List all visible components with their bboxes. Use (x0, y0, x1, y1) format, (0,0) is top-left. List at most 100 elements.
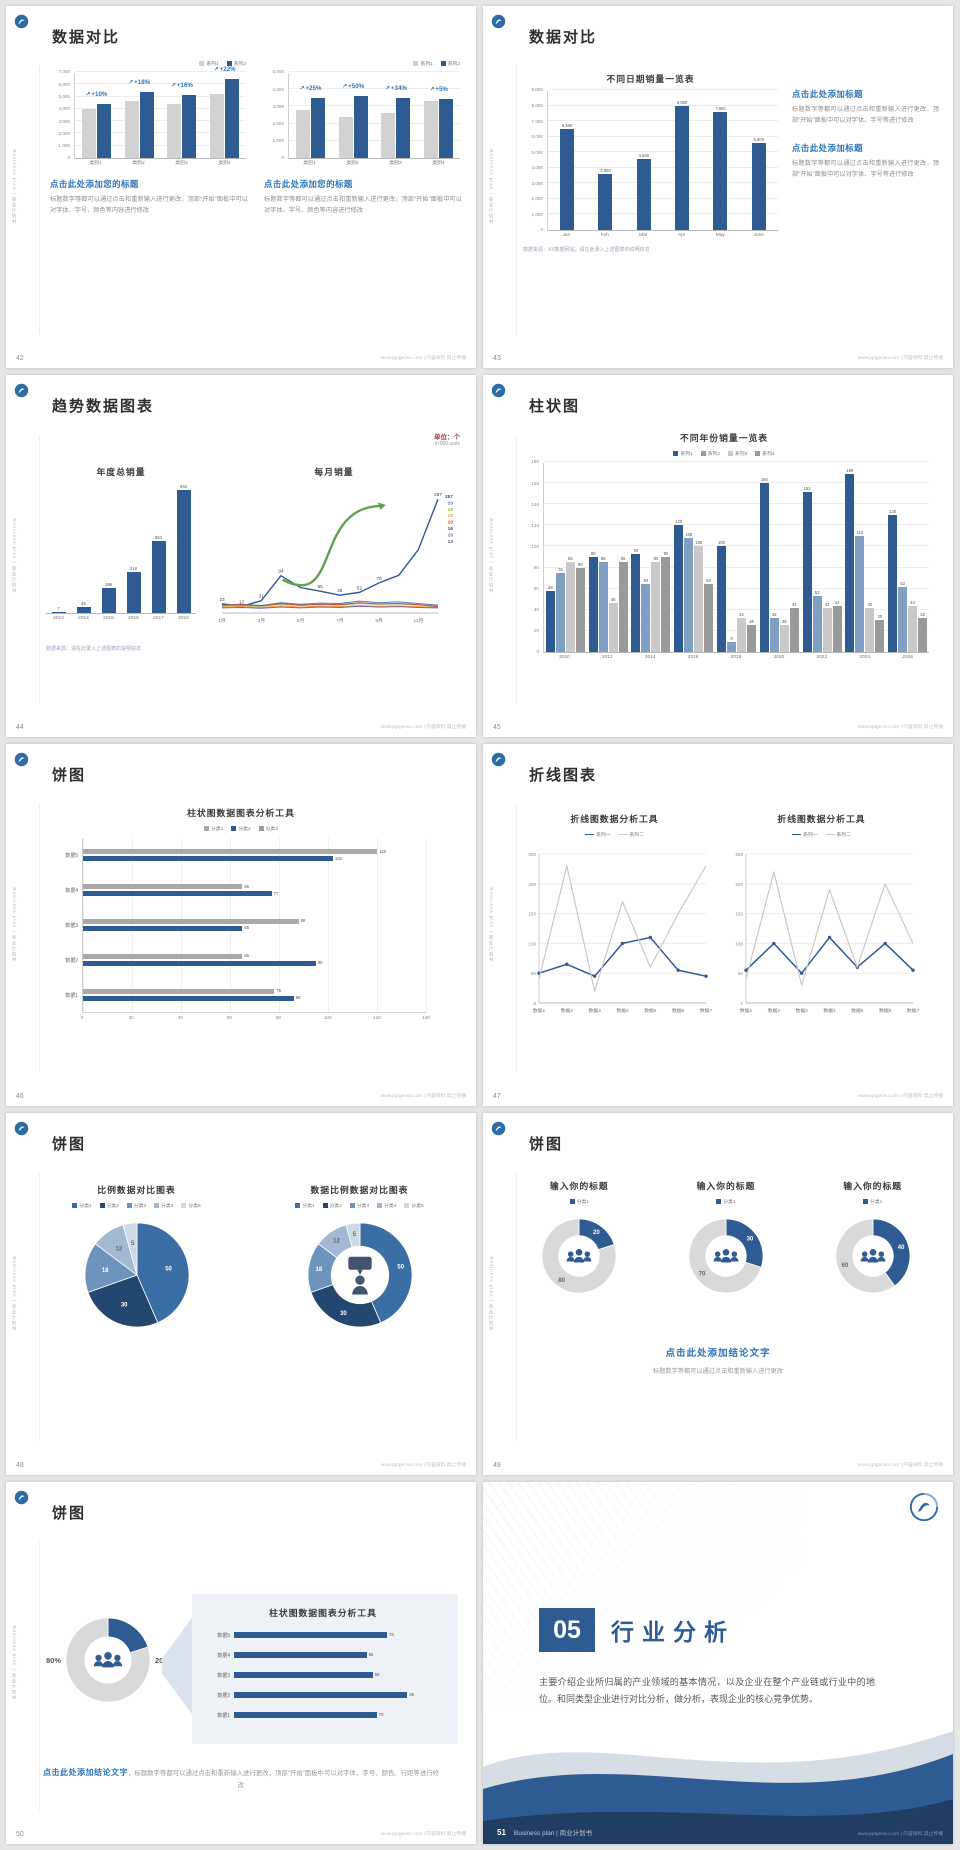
bar: 318 (126, 566, 141, 613)
bar-rect (81, 109, 96, 158)
gridline (132, 838, 133, 1012)
slice-value-label: 60 (841, 1263, 848, 1269)
slide-45-column-chart[interactable]: Business plan | 商业计划书 柱状图 不同年份销量一览表 系列1 系列… (483, 375, 953, 737)
data-point (883, 941, 887, 946)
logo-icon (491, 14, 506, 29)
legend-swatch (126, 1203, 132, 1208)
y-tick-label: 0 (740, 1001, 743, 1006)
unit-label-cn: 单位：个 (434, 434, 460, 441)
slide-48-pie-charts[interactable]: Business plan | 商业计划书 饼图 比例数据对比图表 分类1 分类2 分… (6, 1113, 476, 1475)
x-tick-label: 数据4 (616, 1007, 629, 1014)
slide-49-donut-charts[interactable]: Business plan | 商业计划书 饼图 输入你的标题 分类1 20 80 输… (483, 1113, 953, 1475)
bar-rect (727, 642, 737, 652)
bar: 42 (865, 602, 875, 652)
gridline (548, 89, 778, 90)
gridline (544, 503, 929, 505)
bar-value-label: 554 (155, 534, 162, 540)
bar-groups: ↗+25% ↗+50% ↗+34% ↗+5% (289, 73, 460, 158)
x-tick-labels: 2013 2014 2015 2016 2017 2018 (46, 614, 196, 621)
x-tick-label: 数据6 (879, 1007, 892, 1014)
page-number: 47 (493, 1093, 501, 1100)
bar-rect (631, 554, 641, 652)
icon-shape (731, 1251, 738, 1257)
bar: 77 (83, 891, 426, 897)
y-tick-label: 6,000 (531, 134, 544, 140)
legend-label: 分类1 (79, 1204, 92, 1209)
bar: 32 (918, 612, 928, 652)
slide-51-section-cover[interactable]: 05 行业分析 主要介绍企业所归属的产业领域的基本情况，以及企业在整个产业链或行… (483, 1482, 953, 1844)
legend-item: 分类3 (349, 1202, 369, 1209)
page-number: 46 (16, 1093, 24, 1100)
bar-group: 318 (121, 484, 146, 613)
bar-value-label: 62 (900, 580, 905, 586)
bar-rect (684, 538, 694, 652)
y-tick-label: 0 (67, 155, 70, 161)
bar: 86 (83, 995, 426, 1001)
bar-value-label: 8,000 (676, 99, 688, 105)
divider (39, 804, 40, 1072)
bar-group: ↗+10% (75, 73, 118, 158)
bar-rect (234, 1672, 373, 1678)
slide-47-line-charts[interactable]: Business plan | 商业计划书 折线图表 折线图数据分析工具 系列一系… (483, 744, 953, 1106)
block-body: 标题数字等都可以通过点击和重新输入进行更改，顶部“开始”面板中可以对字体、字号等… (792, 106, 939, 124)
legend-item: 系列2 (700, 450, 720, 457)
slide-title: 饼图 (52, 1505, 87, 1522)
slice-value-label: 18 (315, 1267, 322, 1273)
icon-shape (114, 1654, 121, 1662)
gridline (279, 838, 280, 1012)
text-block: 点击此处添加标题 标题数字等都可以通过点击和重新输入进行更改，顶部“开始”面板中… (792, 142, 939, 180)
bar-value-label: 120 (379, 848, 387, 854)
slide-50-pie-summary[interactable]: Business plan | 商业计划书 饼图 80%20% 柱状图数据图表分… (6, 1482, 476, 1844)
legend-item: 分类3 (126, 1202, 146, 1209)
category-label: 数据2 (217, 1692, 230, 1699)
icon-shape (575, 1248, 583, 1256)
legend-label: 分类1 (302, 1204, 315, 1209)
bar-rect (855, 536, 865, 652)
slide-44-trend-charts[interactable]: Business plan | 商业计划书 趋势数据图表 单位：个 in'000… (6, 375, 476, 737)
legend-label: 系列3 (735, 452, 748, 457)
column-2: 系列1 系列2 5,000 4,000 3,000 2,000 1,000 0 ↗+25% ↗+5… (264, 60, 462, 216)
y-axis: 180 160 140 120 100 80 60 40 20 0 (519, 460, 543, 654)
slice-value-label: 70 (699, 1271, 706, 1277)
chart-title: 年度总销量 (96, 467, 146, 477)
legend-swatch (825, 833, 835, 836)
x-tick-label: 2016 (687, 655, 699, 660)
up-right-arrow-icon: ↗ (128, 79, 134, 86)
bar-plot: 7 45 196 318 554 943 (46, 484, 196, 614)
slice-value-label: 18 (101, 1268, 108, 1274)
people-icon (566, 1248, 592, 1263)
x-tick-label: 2022 (816, 655, 828, 660)
bar-value-label: 130 (889, 508, 897, 514)
legend-swatch (322, 1203, 328, 1208)
bar-value-label: 93 (633, 547, 639, 553)
bar-rect (83, 891, 272, 897)
legend-swatch (404, 1203, 410, 1208)
bar-groups: ↗+10% ↗+18% ↗+16% ↗+22% (75, 66, 246, 158)
bar (353, 96, 368, 158)
gridline (289, 105, 460, 107)
icon-shape (566, 1256, 576, 1262)
gridline (75, 71, 246, 72)
growth-annotation: ↗+22% (214, 66, 236, 73)
x-tick-label: 数据2 (768, 1007, 781, 1014)
chart-row: 折线图数据分析工具 系列一 系列二 0 50 100 150 200 250 数据1 数据2 数据3 数… (517, 812, 943, 1014)
y-tick-label: 20 (533, 628, 539, 634)
donut-hole (84, 1636, 132, 1684)
x-tick-label: 数据5 (851, 1007, 864, 1014)
bar-rows: 120 102 65 77 88 65 65 95 78 86 (83, 838, 426, 1012)
bar-row: 65 77 (83, 873, 426, 908)
slide-46-hbar-chart[interactable]: Business plan | 商业计划书 饼图 柱状图数据图表分析工具 分类1 分… (6, 744, 476, 1106)
x-tick-label: 2013 (53, 616, 64, 621)
bar-rect (83, 918, 299, 924)
legend-label: 系列一 (596, 833, 611, 838)
legend-label: 系列1 (420, 62, 433, 67)
legend-item: 分类1 (716, 1198, 736, 1205)
logo-icon (14, 1490, 29, 1505)
slide-43-data-comparison[interactable]: Business plan | 商业计划书 数据对比 不同日期销量一览表 9,00… (483, 6, 953, 368)
data-point (648, 935, 653, 940)
slide-42-data-comparison[interactable]: Business plan | 商业计划书 数据对比 系列1 系列2 7,000 6,… (6, 6, 476, 368)
bar: 102 (83, 856, 426, 862)
bar (124, 101, 139, 158)
x-tick-label: 数据5 (644, 1007, 657, 1014)
slide-title: 数据对比 (52, 29, 121, 46)
